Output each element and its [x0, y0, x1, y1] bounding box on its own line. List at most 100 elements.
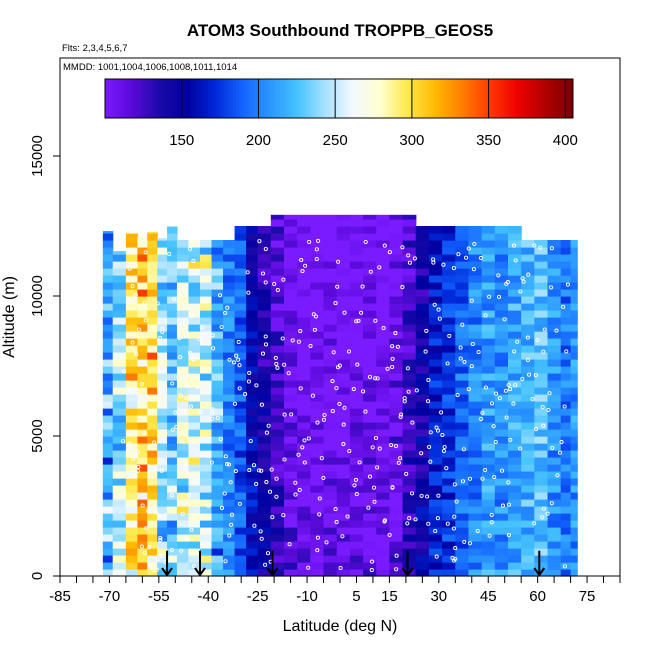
heatmap-cell [455, 254, 470, 262]
measurement-dot [345, 514, 350, 519]
heatmap-cell [376, 457, 391, 465]
heatmap-cell [257, 422, 272, 430]
heatmap-cell [157, 443, 168, 451]
heatmap-cell [363, 214, 377, 220]
heatmap-cell [257, 324, 272, 332]
measurement-dot [373, 435, 379, 441]
heatmap-cell [336, 338, 351, 346]
heatmap-cell [270, 527, 285, 535]
heatmap-cell [270, 478, 285, 486]
measurement-dot [504, 415, 509, 420]
heatmap-cell [455, 373, 470, 381]
heatmap-cell [200, 429, 213, 437]
heatmap-cell [323, 513, 338, 521]
heatmap-cell [570, 569, 578, 577]
measurement-dot [177, 336, 182, 341]
heatmap-cell [508, 527, 522, 535]
heatmap-cell [415, 247, 430, 255]
heatmap-cell [147, 331, 158, 339]
heatmap-cell [112, 331, 127, 339]
measurement-dot [274, 494, 279, 499]
heatmap-cell [157, 310, 168, 318]
heatmap-cell [270, 226, 285, 234]
heatmap-cell [521, 429, 535, 437]
heatmap-cell [442, 317, 456, 325]
heatmap-cell [176, 513, 190, 521]
heatmap-cell [442, 247, 456, 255]
heatmap-cell [147, 296, 158, 304]
heatmap-cell [234, 226, 247, 234]
heatmap-cell [125, 303, 139, 311]
heatmap-cell [125, 247, 139, 255]
heatmap-cell [310, 359, 325, 367]
heatmap-cell [376, 450, 391, 458]
heatmap-cell [521, 492, 535, 500]
heatmap-cell [570, 450, 578, 458]
measurement-dot [525, 358, 530, 363]
measurement-dot [493, 439, 498, 445]
heatmap-cell [363, 317, 377, 325]
heatmap-cell [442, 289, 456, 297]
heatmap-cell [246, 345, 259, 353]
heatmap-cell [188, 429, 201, 437]
heatmap-cell [137, 345, 148, 353]
colorbar-swatch [354, 79, 359, 118]
heatmap-cell [560, 436, 572, 444]
heatmap-cell [112, 478, 127, 486]
heatmap-cell [468, 331, 483, 339]
measurement-dot [389, 442, 394, 448]
heatmap-cell [137, 338, 148, 346]
heatmap-cell [147, 261, 158, 269]
heatmap-cell [284, 478, 298, 486]
heatmap-cell [560, 408, 572, 416]
measurement-dot [382, 243, 387, 248]
heatmap-cell [167, 422, 178, 430]
heatmap-cell [234, 548, 247, 556]
heatmap-cell [112, 394, 127, 402]
measurement-dot [452, 482, 457, 487]
measurement-dot [414, 388, 419, 393]
heatmap-cell [402, 555, 417, 563]
heatmap-cell [349, 408, 364, 416]
colorbar-swatch [523, 79, 527, 118]
heatmap-cell [376, 464, 391, 472]
measurement-dot [373, 376, 378, 381]
heatmap-cell [246, 569, 259, 577]
heatmap-cell [310, 338, 325, 346]
heatmap-cell [336, 541, 351, 549]
heatmap-cell [284, 296, 298, 304]
measurement-dot [565, 282, 570, 287]
heatmap-cell [270, 380, 285, 388]
measurement-dot [300, 445, 305, 450]
heatmap-cell [547, 296, 562, 304]
heatmap-cell [200, 464, 213, 472]
heatmap-cell [200, 282, 213, 290]
heatmap-cell [468, 261, 483, 269]
heatmap-cell [211, 450, 224, 458]
heatmap-cell [137, 534, 148, 542]
heatmap-cell [570, 415, 578, 423]
heatmap-cell [297, 471, 311, 479]
heatmap-cell [323, 240, 338, 248]
heatmap-cell [297, 401, 311, 409]
heatmap-cell [428, 569, 443, 577]
measurement-dot [293, 492, 298, 497]
heatmap-cell [176, 548, 190, 556]
heatmap-cell [257, 436, 272, 444]
heatmap-cell [270, 443, 285, 451]
heatmap-cell [415, 485, 430, 493]
heatmap-cell [547, 506, 562, 514]
heatmap-cell [389, 555, 404, 563]
heatmap-cell [284, 436, 298, 444]
measurement-dot [324, 540, 329, 545]
heatmap-cell [125, 310, 139, 318]
measurement-dot [511, 243, 517, 248]
heatmap-cell [102, 520, 114, 528]
measurement-dot [169, 547, 174, 553]
heatmap-cell [270, 401, 285, 409]
heatmap-cell [246, 492, 259, 500]
heatmap-cell [125, 443, 139, 451]
heatmap-cell [297, 310, 311, 318]
measurement-dot [387, 250, 392, 255]
colorbar-swatch [345, 79, 349, 118]
